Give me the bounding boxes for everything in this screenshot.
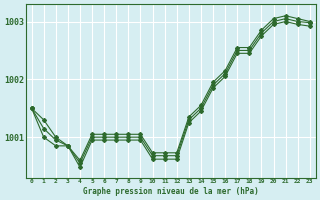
X-axis label: Graphe pression niveau de la mer (hPa): Graphe pression niveau de la mer (hPa) [83, 187, 259, 196]
